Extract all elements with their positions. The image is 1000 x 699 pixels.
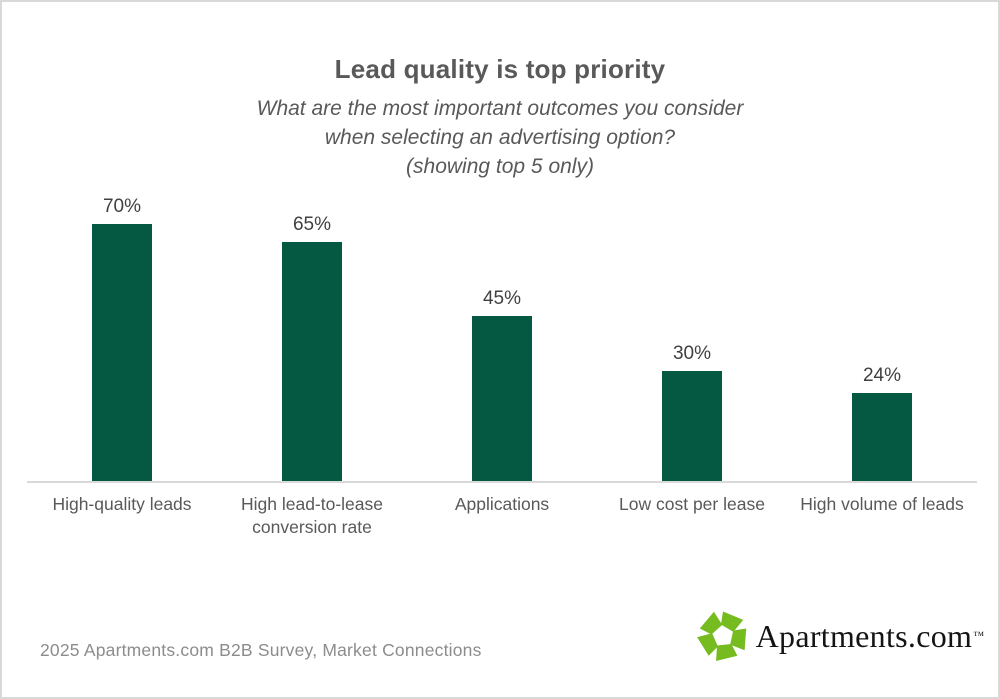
trademark-symbol: ™ — [973, 630, 984, 642]
category-label: High-quality leads — [52, 494, 192, 514]
bar — [662, 371, 722, 481]
bar — [92, 224, 152, 481]
plot-area: 70% 65% 45% 30% 24% — [27, 191, 977, 483]
bar — [472, 316, 532, 481]
bar-value-label: 65% — [292, 214, 332, 235]
apartments-pinwheel-icon — [696, 611, 746, 661]
bar-column: 30% — [597, 343, 787, 481]
bar-column: 45% — [407, 288, 597, 481]
chart-subtitle-line-1: What are the most important outcomes you… — [256, 97, 744, 120]
bar-value-label: 45% — [482, 288, 522, 309]
apartments-logo-text: Apartments.com — [755, 617, 973, 654]
category-label: Low cost per lease — [619, 494, 765, 514]
chart-header: Lead quality is top priority What are th… — [2, 54, 998, 182]
chart-subtitle-line-2: when selecting an advertising option? — [324, 125, 676, 149]
category-label: Applications — [454, 494, 550, 514]
bar-column: 24% — [787, 365, 977, 481]
bar-column: 65% — [217, 214, 407, 481]
bar-chart: 70% 65% 45% 30% 24% High-quality leads High l… — [27, 191, 977, 539]
bar-value-label: 70% — [102, 196, 142, 217]
chart-title: Lead quality is top priority — [334, 54, 666, 84]
bar-column: 70% — [27, 196, 217, 481]
category-label: High volume of leads — [800, 494, 964, 514]
bar-value-label: 30% — [672, 343, 712, 364]
bar — [282, 242, 342, 481]
bar-value-label: 24% — [862, 365, 902, 386]
x-axis-category-labels: High-quality leads High lead-to-lease con… — [27, 493, 977, 539]
apartments-logo: Apartments.com ™ — [696, 610, 984, 662]
chart-subtitle: What are the most important outcomes you… — [2, 95, 998, 182]
chart-subtitle-line-3: (showing top 5 only) — [406, 154, 594, 178]
category-label: High lead-to-lease conversion rate — [240, 494, 384, 537]
bar — [852, 393, 912, 481]
source-text: 2025 Apartments.com B2B Survey, Market C… — [40, 640, 482, 660]
